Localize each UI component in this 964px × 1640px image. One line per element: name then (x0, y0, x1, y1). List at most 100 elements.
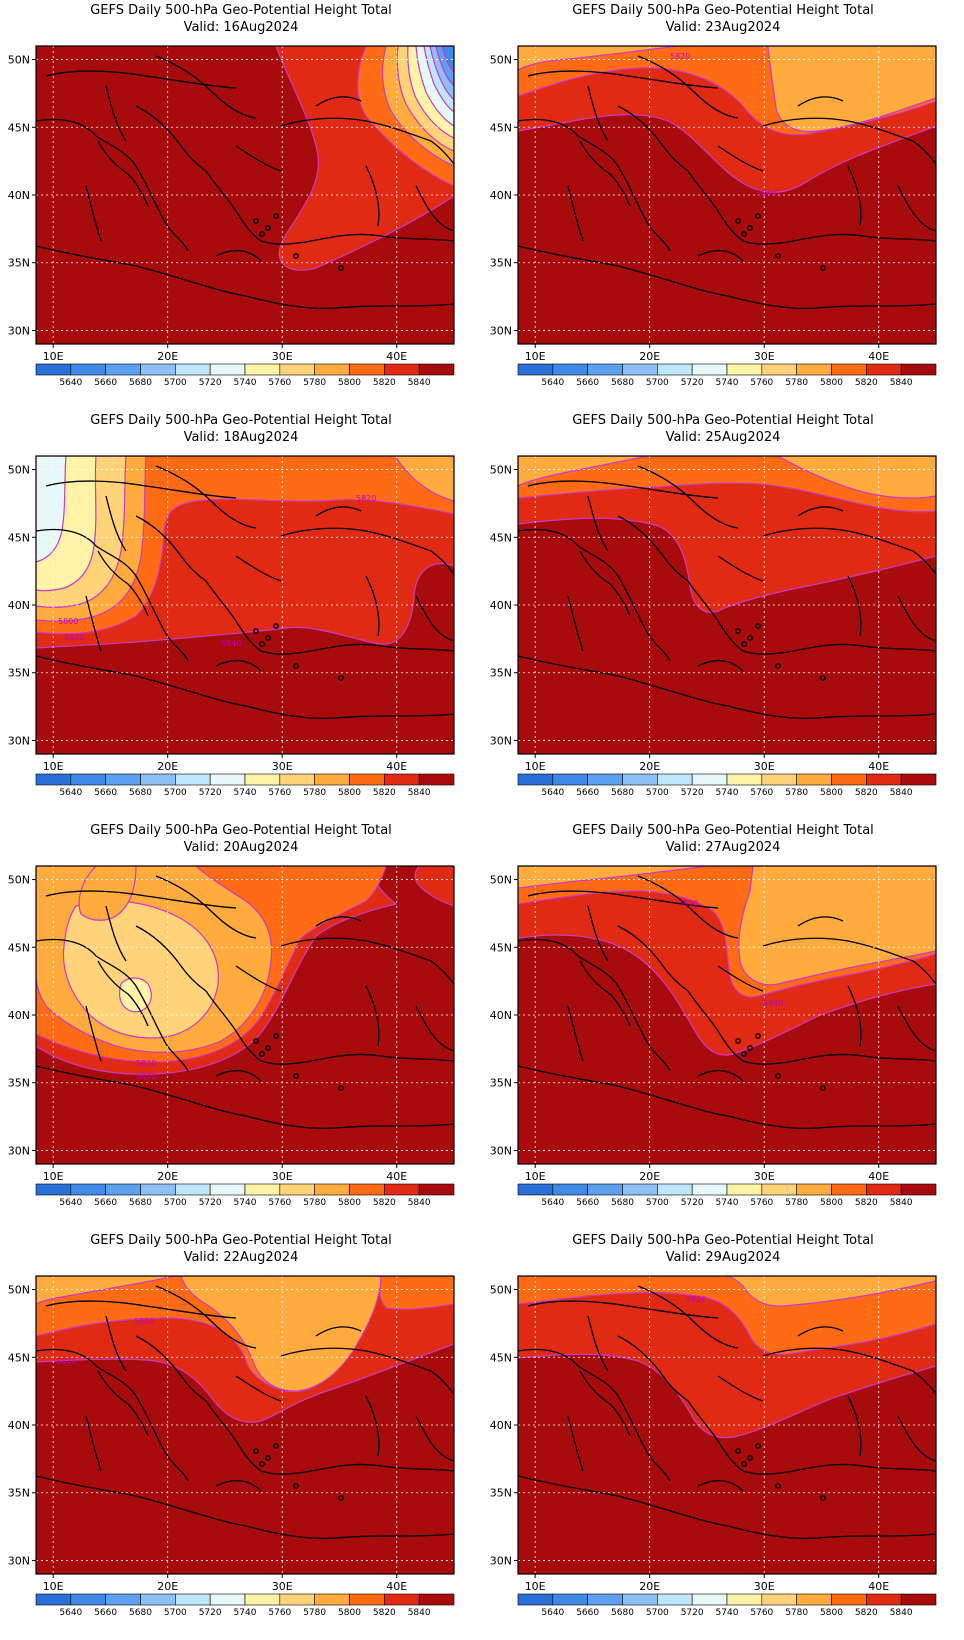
lon-tick-label: 10E (525, 760, 546, 773)
lat-tick-label: 40N (8, 599, 30, 612)
lon-tick-label: 20E (639, 1580, 660, 1593)
colorbar-label: 5700 (164, 1608, 187, 1618)
colorbar-swatch (209, 1183, 246, 1196)
colorbar-label: 5800 (820, 788, 843, 798)
lon-tick-label: 30E (272, 1580, 293, 1593)
lon-tick-label: 40E (868, 1580, 889, 1593)
lat-tick-label: 50N (490, 464, 512, 477)
colorbar-swatch (587, 1183, 623, 1196)
lat-tick-label: 45N (490, 941, 512, 954)
colorbar-label: 5640 (541, 788, 564, 798)
colorbar: 5640 5660 5680 5700 5720 5740 5760 5780 5800 5820… (517, 1183, 937, 1208)
colorbar-swatch (175, 1183, 211, 1196)
colorbar-label: 5720 (681, 1198, 704, 1208)
colorbar-swatch (517, 773, 554, 786)
colorbar-label: 5660 (576, 378, 599, 388)
colorbar-label: 5680 (611, 378, 634, 388)
colorbar-label: 5800 (338, 378, 361, 388)
lon-tick-label: 10E (525, 1580, 546, 1593)
contour-label: 5800 (58, 617, 78, 626)
panel-title: GEFS Daily 500-hPa Geo-Potential Height … (90, 1233, 392, 1248)
lon-tick-label: 30E (754, 350, 775, 363)
colorbar-swatch (209, 773, 246, 786)
colorbar-swatch (657, 1183, 693, 1196)
colorbar: 5640 5660 5680 5700 5720 5740 5760 5780 5800 5820… (35, 773, 455, 798)
colorbar-swatch (175, 363, 211, 376)
colorbar-label: 5660 (576, 1608, 599, 1618)
colorbar-label: 5780 (785, 1198, 808, 1208)
colorbar: 5640 5660 5680 5700 5720 5740 5760 5780 5800 5820… (517, 1593, 937, 1618)
height-region-5780 (62, 900, 219, 1039)
map-panel-22aug: GEFS Daily 500-hPa Geo-Potential Height … (0, 1230, 482, 1640)
colorbar-swatch (384, 363, 420, 376)
colorbar-label: 5700 (646, 1608, 669, 1618)
lon-tick-label: 40E (868, 760, 889, 773)
colorbar-swatch (314, 773, 350, 786)
height-field (36, 46, 454, 344)
colorbar-label: 5720 (199, 1608, 222, 1618)
coastlines (518, 1285, 936, 1540)
colorbar-label: 5700 (646, 378, 669, 388)
colorbar-label: 5780 (303, 378, 326, 388)
lon-tick-label: 30E (272, 760, 293, 773)
lat-tick-label: 35N (490, 667, 512, 680)
colorbar-label: 5640 (541, 378, 564, 388)
colorbar-swatch (866, 1183, 902, 1196)
colorbar-swatch (691, 1593, 728, 1606)
lat-tick-label: 45N (490, 1351, 512, 1364)
colorbar-label: 5760 (750, 1198, 773, 1208)
colorbar-swatch (587, 363, 623, 376)
lat-tick-label: 35N (8, 667, 30, 680)
contour-label: 5840 (56, 1357, 76, 1366)
colorbar-swatch (900, 1183, 937, 1196)
colorbar-label: 5820 (373, 378, 396, 388)
colorbar-swatch (314, 1183, 350, 1196)
colorbar-label: 5640 (59, 1198, 82, 1208)
lat-tick-label: 50N (490, 1284, 512, 1297)
contour-label: 5840 (763, 999, 783, 1008)
colorbar-swatch (552, 1183, 588, 1196)
panel-valid-date: Valid: 20Aug2024 (183, 840, 299, 855)
map-panel-27aug: GEFS Daily 500-hPa Geo-Potential Height … (482, 820, 964, 1230)
height-region-5800 (738, 866, 936, 986)
colorbar-swatch (622, 1593, 658, 1606)
colorbar-swatch (587, 773, 623, 786)
colorbar-label: 5760 (268, 788, 291, 798)
lat-tick-label: 30N (490, 324, 512, 337)
map-panel-25aug: GEFS Daily 500-hPa Geo-Potential Height … (482, 410, 964, 820)
colorbar-swatch (900, 773, 937, 786)
panel-title: GEFS Daily 500-hPa Geo-Potential Height … (572, 413, 874, 428)
lat-tick-label: 45N (490, 121, 512, 134)
panel-valid-date: Valid: 27Aug2024 (665, 840, 781, 855)
colorbar-swatch (622, 773, 658, 786)
map-panel-16aug: GEFS Daily 500-hPa Geo-Potential Height … (0, 0, 482, 410)
lon-tick-label: 20E (639, 760, 660, 773)
colorbar: 5640 5660 5680 5700 5720 5740 5760 5780 5800 5820… (35, 1593, 455, 1618)
lat-tick-label: 40N (490, 189, 512, 202)
colorbar-swatch (279, 773, 315, 786)
colorbar-swatch (105, 363, 141, 376)
height-region-5800 (776, 456, 936, 499)
colorbar-swatch (657, 363, 693, 376)
colorbar-label: 5780 (303, 1198, 326, 1208)
colorbar-swatch (796, 773, 832, 786)
lon-tick-label: 40E (868, 1170, 889, 1183)
colorbar-swatch (691, 1183, 728, 1196)
lon-tick-label: 10E (43, 350, 64, 363)
colorbar-swatch (517, 1593, 554, 1606)
lat-tick-label: 40N (490, 1419, 512, 1432)
colorbar-swatch (105, 1593, 141, 1606)
colorbar-label: 5640 (541, 1198, 564, 1208)
colorbar-swatch (140, 1593, 176, 1606)
colorbar-swatch (657, 773, 693, 786)
colorbar-label: 5740 (234, 1608, 257, 1618)
colorbar-swatch (279, 1593, 315, 1606)
colorbar-label: 5820 (855, 1608, 878, 1618)
panel-valid-date: Valid: 18Aug2024 (183, 430, 299, 445)
colorbar-label: 5680 (611, 1608, 634, 1618)
lon-tick-label: 10E (43, 1170, 64, 1183)
lat-tick-label: 40N (8, 189, 30, 202)
colorbar-swatch (761, 773, 797, 786)
lon-tick-label: 20E (157, 1580, 178, 1593)
